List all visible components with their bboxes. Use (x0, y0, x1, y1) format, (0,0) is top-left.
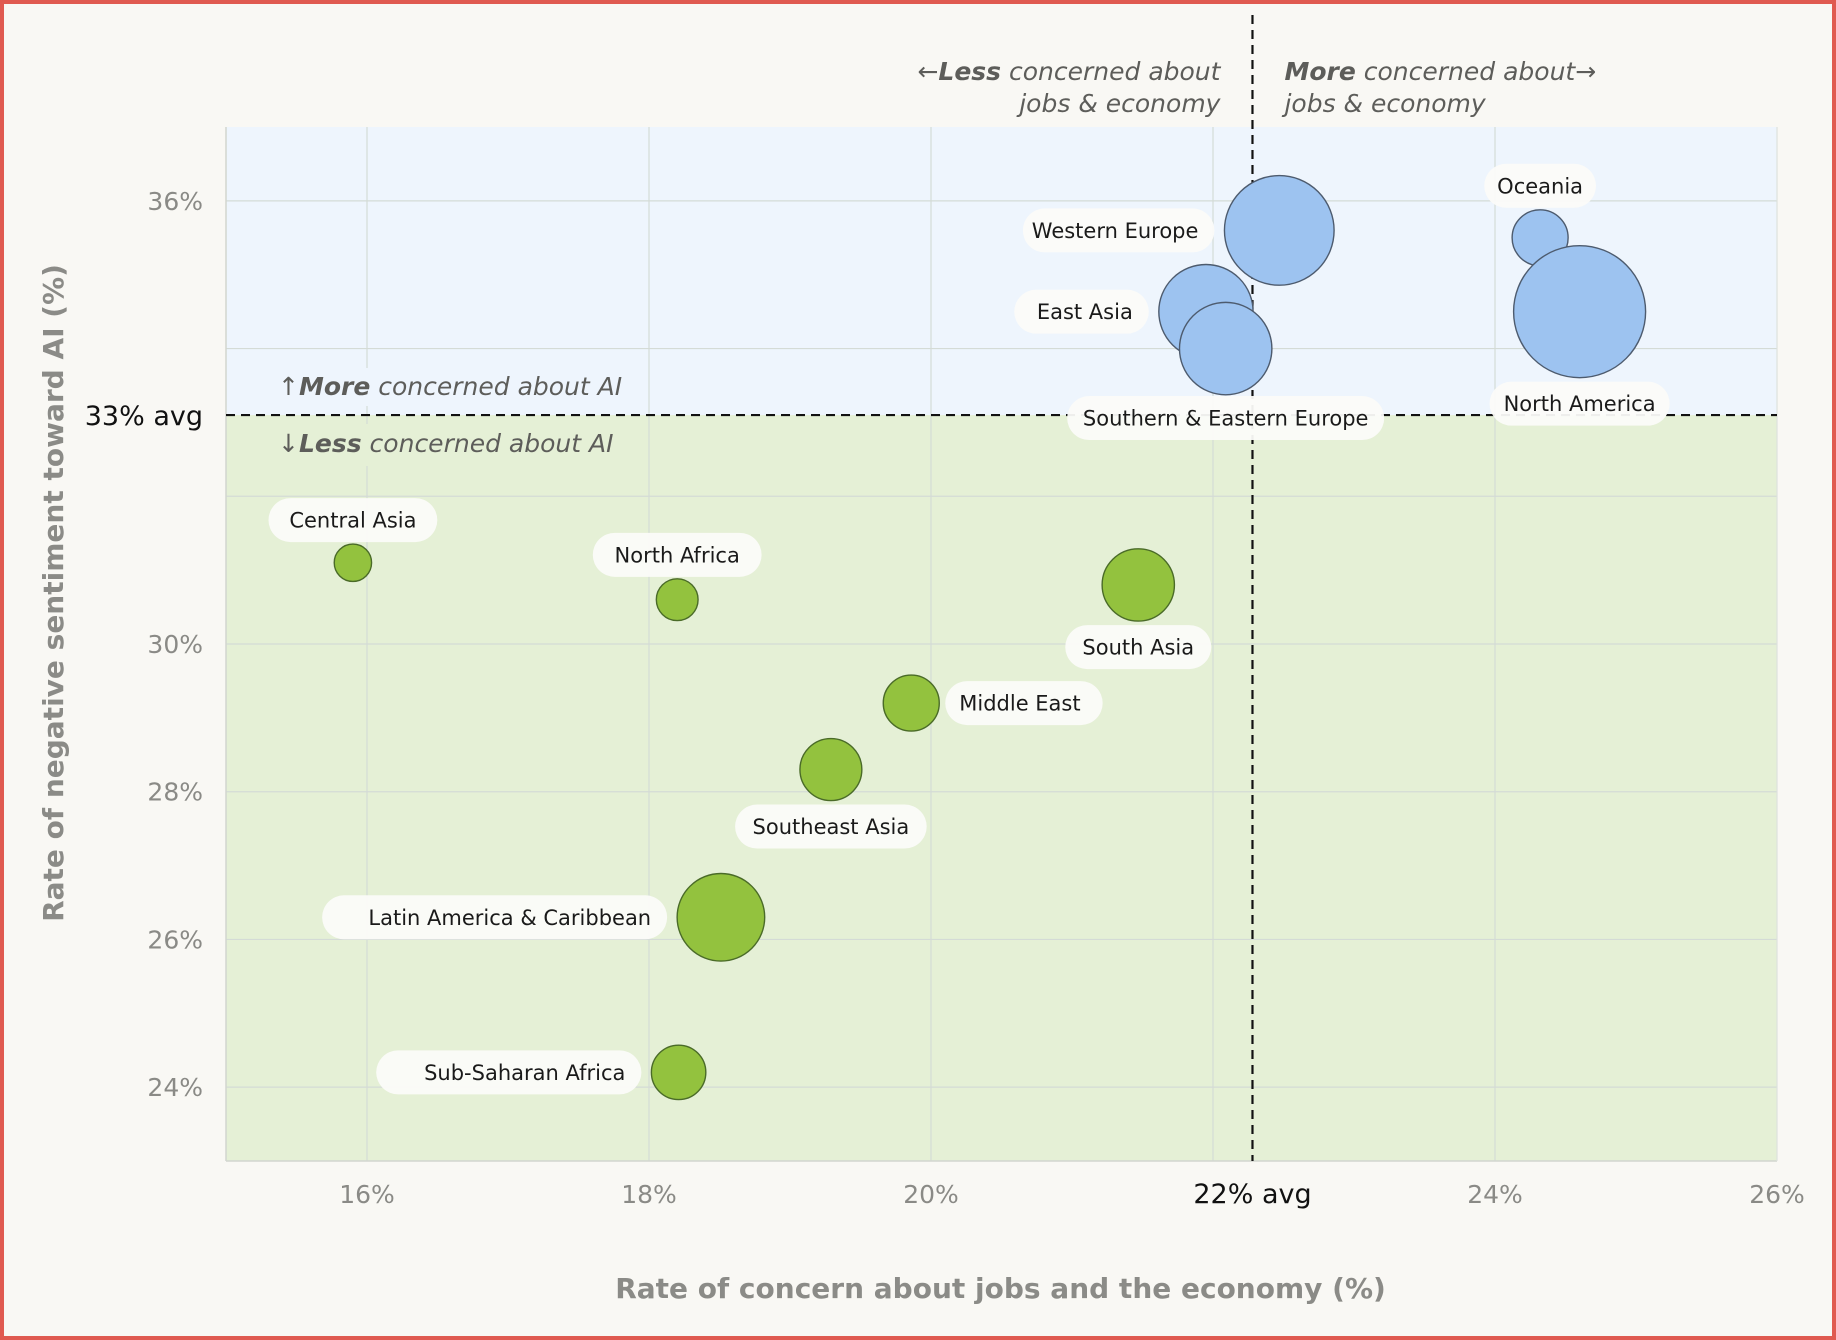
annotation-text: concerned about AI (362, 429, 614, 458)
less-concerned-jobs-annotation-line2: jobs & economy (1016, 89, 1221, 118)
annotation-bold: More (299, 372, 370, 401)
bubble-label-text: Southeast Asia (753, 815, 910, 839)
y-tick-label: 28% (147, 778, 203, 807)
bubble-label: Latin America & Caribbean (322, 895, 668, 940)
annotation-text: concerned about (1001, 57, 1222, 86)
arrow-right-icon: → (1575, 57, 1596, 86)
x-tick-label: 20% (903, 1180, 959, 1209)
label-pill (268, 498, 438, 543)
label-pill (376, 1050, 642, 1095)
y-tick-label: 26% (147, 925, 203, 954)
quadrant-regions (226, 127, 1777, 1161)
bubble-labels: Western Europe Oceania East Asia North Amer… (268, 163, 1670, 1095)
bubble-western-europe (1223, 174, 1335, 286)
bubble-label: Sub-Saharan Africa (376, 1050, 642, 1095)
x-tick-label: 18% (621, 1180, 677, 1209)
bubble-label: Central Asia (268, 498, 438, 543)
bubble-middle-east (882, 674, 940, 732)
bubble-label: Middle East (945, 681, 1103, 726)
label-pill (945, 681, 1103, 726)
bubble-label: East Asia (1014, 289, 1149, 334)
bubble-label: North Africa (592, 532, 762, 577)
bubble-southeast-asia (799, 737, 863, 802)
arrow-up-icon: ↑ (278, 372, 299, 401)
label-pill (322, 895, 668, 940)
bubble-label: Southeast Asia (735, 804, 927, 849)
bubble-label-text: Middle East (959, 692, 1080, 716)
more-concerned-jobs-annotation-line2: jobs & economy (1281, 89, 1486, 118)
bubble-southern-eastern-europe (1178, 301, 1273, 396)
label-pill (735, 804, 927, 849)
bubble-central-asia (333, 543, 373, 583)
label-pill (592, 532, 762, 577)
bubble-label-text: Central Asia (289, 509, 416, 533)
x-tick-label: 24% (1467, 1180, 1523, 1209)
label-pill (1065, 625, 1212, 670)
y-tick-label: 24% (147, 1073, 203, 1102)
annotation-text: concerned about (1356, 57, 1577, 86)
label-pill (1022, 208, 1215, 253)
less-concerned-jobs-annotation: ←Less concerned about (917, 57, 1221, 86)
y-tick-label: 36% (147, 187, 203, 216)
quadrant-annotations: ↑More concerned about AI↓Less concerned … (270, 57, 1596, 466)
annotation-text: concerned about AI (370, 372, 622, 401)
bubble-label-text: East Asia (1037, 300, 1133, 324)
bubble-label-text: North America (1504, 392, 1656, 416)
more-concerned-ai-annotation: ↑More concerned about AI (278, 372, 622, 401)
x-tick-label: 26% (1749, 1180, 1805, 1209)
bubble-label-text: Western Europe (1032, 219, 1199, 243)
annotation-text: jobs & economy (1016, 89, 1221, 118)
axis-titles: Rate of concern about jobs and the econo… (37, 264, 1386, 1305)
annotation-bold: Less (938, 57, 1001, 86)
bubble-sub-saharan-africa (650, 1044, 707, 1101)
less-concerned-ai-annotation: ↓Less concerned about AI (278, 429, 613, 458)
x-axis-title: Rate of concern about jobs and the econo… (615, 1272, 1386, 1305)
bubble-label: Oceania (1484, 163, 1597, 208)
bubble-label-text: North Africa (615, 543, 740, 567)
bubble-label-text: Latin America & Caribbean (368, 906, 651, 930)
axis-ticks: 16% 18% 20% 24% 26% 24% 26% 28% 30% 36% 22% avg 33%… (85, 187, 1805, 1210)
arrow-left-icon: ← (917, 57, 938, 86)
bubble-latin-america-caribbean (676, 872, 766, 962)
label-pill (1484, 163, 1597, 208)
annotation-bold: More (1284, 57, 1355, 86)
annotation-text: jobs & economy (1281, 89, 1486, 118)
below-average-region (226, 415, 1777, 1161)
bubble-label-text: Sub-Saharan Africa (424, 1061, 625, 1085)
bubble-label-text: South Asia (1082, 636, 1194, 660)
y-tick-label: 30% (147, 630, 203, 659)
bubble-north-america (1512, 244, 1647, 379)
annotation-bold: Less (299, 429, 362, 458)
bubble-south-asia (1101, 548, 1176, 622)
label-pill (1014, 289, 1149, 334)
annotation-mask (270, 368, 640, 406)
bubble-label-text: Oceania (1497, 174, 1583, 198)
x-average-label: 22% avg (1193, 1179, 1311, 1210)
y-average-label: 33% avg (85, 401, 203, 432)
bubble-label: South Asia (1065, 625, 1212, 670)
bubble-north-africa (655, 578, 699, 622)
bubble-label-text: Southern & Eastern Europe (1083, 407, 1369, 431)
bubbles (333, 174, 1647, 1101)
label-pill (1489, 381, 1670, 426)
annotation-mask (270, 424, 630, 466)
y-axis-title: Rate of negative sentiment toward AI (%) (37, 264, 70, 922)
more-concerned-jobs-annotation: More concerned about→ (1284, 57, 1596, 86)
arrow-down-icon: ↓ (278, 429, 299, 458)
x-tick-label: 16% (339, 1180, 395, 1209)
label-pill (1067, 396, 1385, 441)
bubble-label: Southern & Eastern Europe (1067, 396, 1385, 441)
bubble-label: North America (1489, 381, 1670, 426)
bubble-label: Western Europe (1022, 208, 1215, 253)
